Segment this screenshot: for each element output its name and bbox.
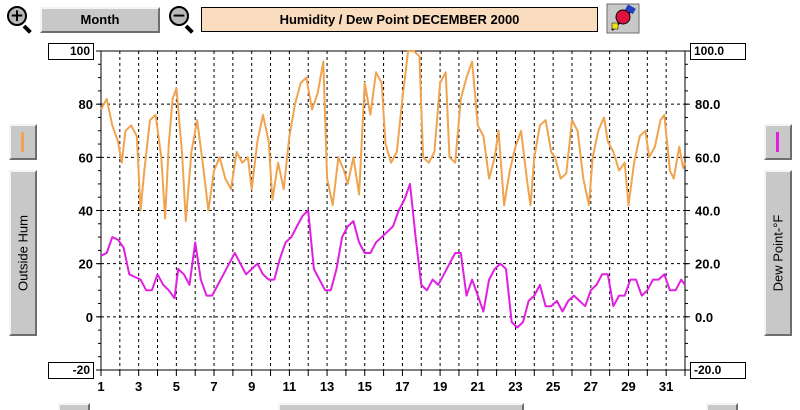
x-tick-label: 1 bbox=[97, 379, 104, 394]
left-axis-bottom-box: -20 bbox=[48, 362, 94, 379]
x-tick-label: 31 bbox=[659, 379, 673, 394]
zoom-in-icon: + bbox=[7, 6, 27, 26]
right-y-tick-label: 40.0 bbox=[695, 204, 720, 219]
x-tick-label: 15 bbox=[358, 379, 372, 394]
x-tick-label: 27 bbox=[584, 379, 598, 394]
right-legend-swatch-button[interactable] bbox=[764, 124, 792, 160]
zoom-in-button[interactable]: + bbox=[4, 4, 34, 34]
right-legend-swatch bbox=[776, 132, 779, 152]
scroll-right-button[interactable] bbox=[706, 403, 738, 410]
x-tick-label: 13 bbox=[320, 379, 334, 394]
x-tick-label: 3 bbox=[135, 379, 142, 394]
right-axis-top-box: 100.0 bbox=[690, 43, 746, 60]
left-y-tick-label: 40 bbox=[79, 204, 93, 219]
left-legend-swatch-button[interactable] bbox=[9, 124, 37, 160]
left-axis-top-box: 100 bbox=[48, 43, 94, 60]
paint-tool-icon[interactable] bbox=[606, 3, 640, 34]
left-y-tick-label: 20 bbox=[79, 257, 93, 272]
right-y-tick-label: 80.0 bbox=[695, 97, 720, 112]
x-tick-label: 21 bbox=[471, 379, 485, 394]
chart-title: Humidity / Dew Point DECEMBER 2000 bbox=[201, 7, 598, 32]
x-tick-label: 7 bbox=[210, 379, 217, 394]
left-legend-swatch bbox=[21, 132, 24, 152]
x-tick-label: 9 bbox=[248, 379, 255, 394]
x-tick-label: 29 bbox=[621, 379, 635, 394]
zoom-out-button[interactable]: − bbox=[166, 4, 196, 34]
zoom-out-icon: − bbox=[169, 6, 189, 26]
right-y-tick-label: 20.0 bbox=[695, 257, 720, 272]
plot-area bbox=[100, 50, 686, 371]
x-tick-label: 25 bbox=[546, 379, 560, 394]
left-axis-selector[interactable]: Outside Hum bbox=[9, 170, 37, 336]
left-y-tick-label: 60 bbox=[79, 150, 93, 165]
x-tick-label: 19 bbox=[433, 379, 447, 394]
x-tick-label: 17 bbox=[395, 379, 409, 394]
dewpoint-series-line bbox=[100, 182, 686, 329]
scrollbar-thumb[interactable] bbox=[278, 403, 524, 410]
right-y-tick-label: 60.0 bbox=[695, 150, 720, 165]
right-axis-selector[interactable]: Dew Point-°F bbox=[764, 170, 792, 336]
humidity-series-line bbox=[100, 50, 686, 223]
left-y-tick-label: 80 bbox=[79, 97, 93, 112]
right-axis-bottom-box: -20.0 bbox=[690, 362, 746, 379]
right-y-tick-label: 0.0 bbox=[695, 310, 713, 325]
period-button[interactable]: Month bbox=[40, 7, 160, 33]
x-tick-label: 5 bbox=[173, 379, 180, 394]
left-y-tick-label: 0 bbox=[86, 310, 93, 325]
scroll-left-button[interactable] bbox=[58, 403, 90, 410]
x-tick-label: 11 bbox=[283, 379, 297, 394]
x-tick-label: 23 bbox=[508, 379, 522, 394]
